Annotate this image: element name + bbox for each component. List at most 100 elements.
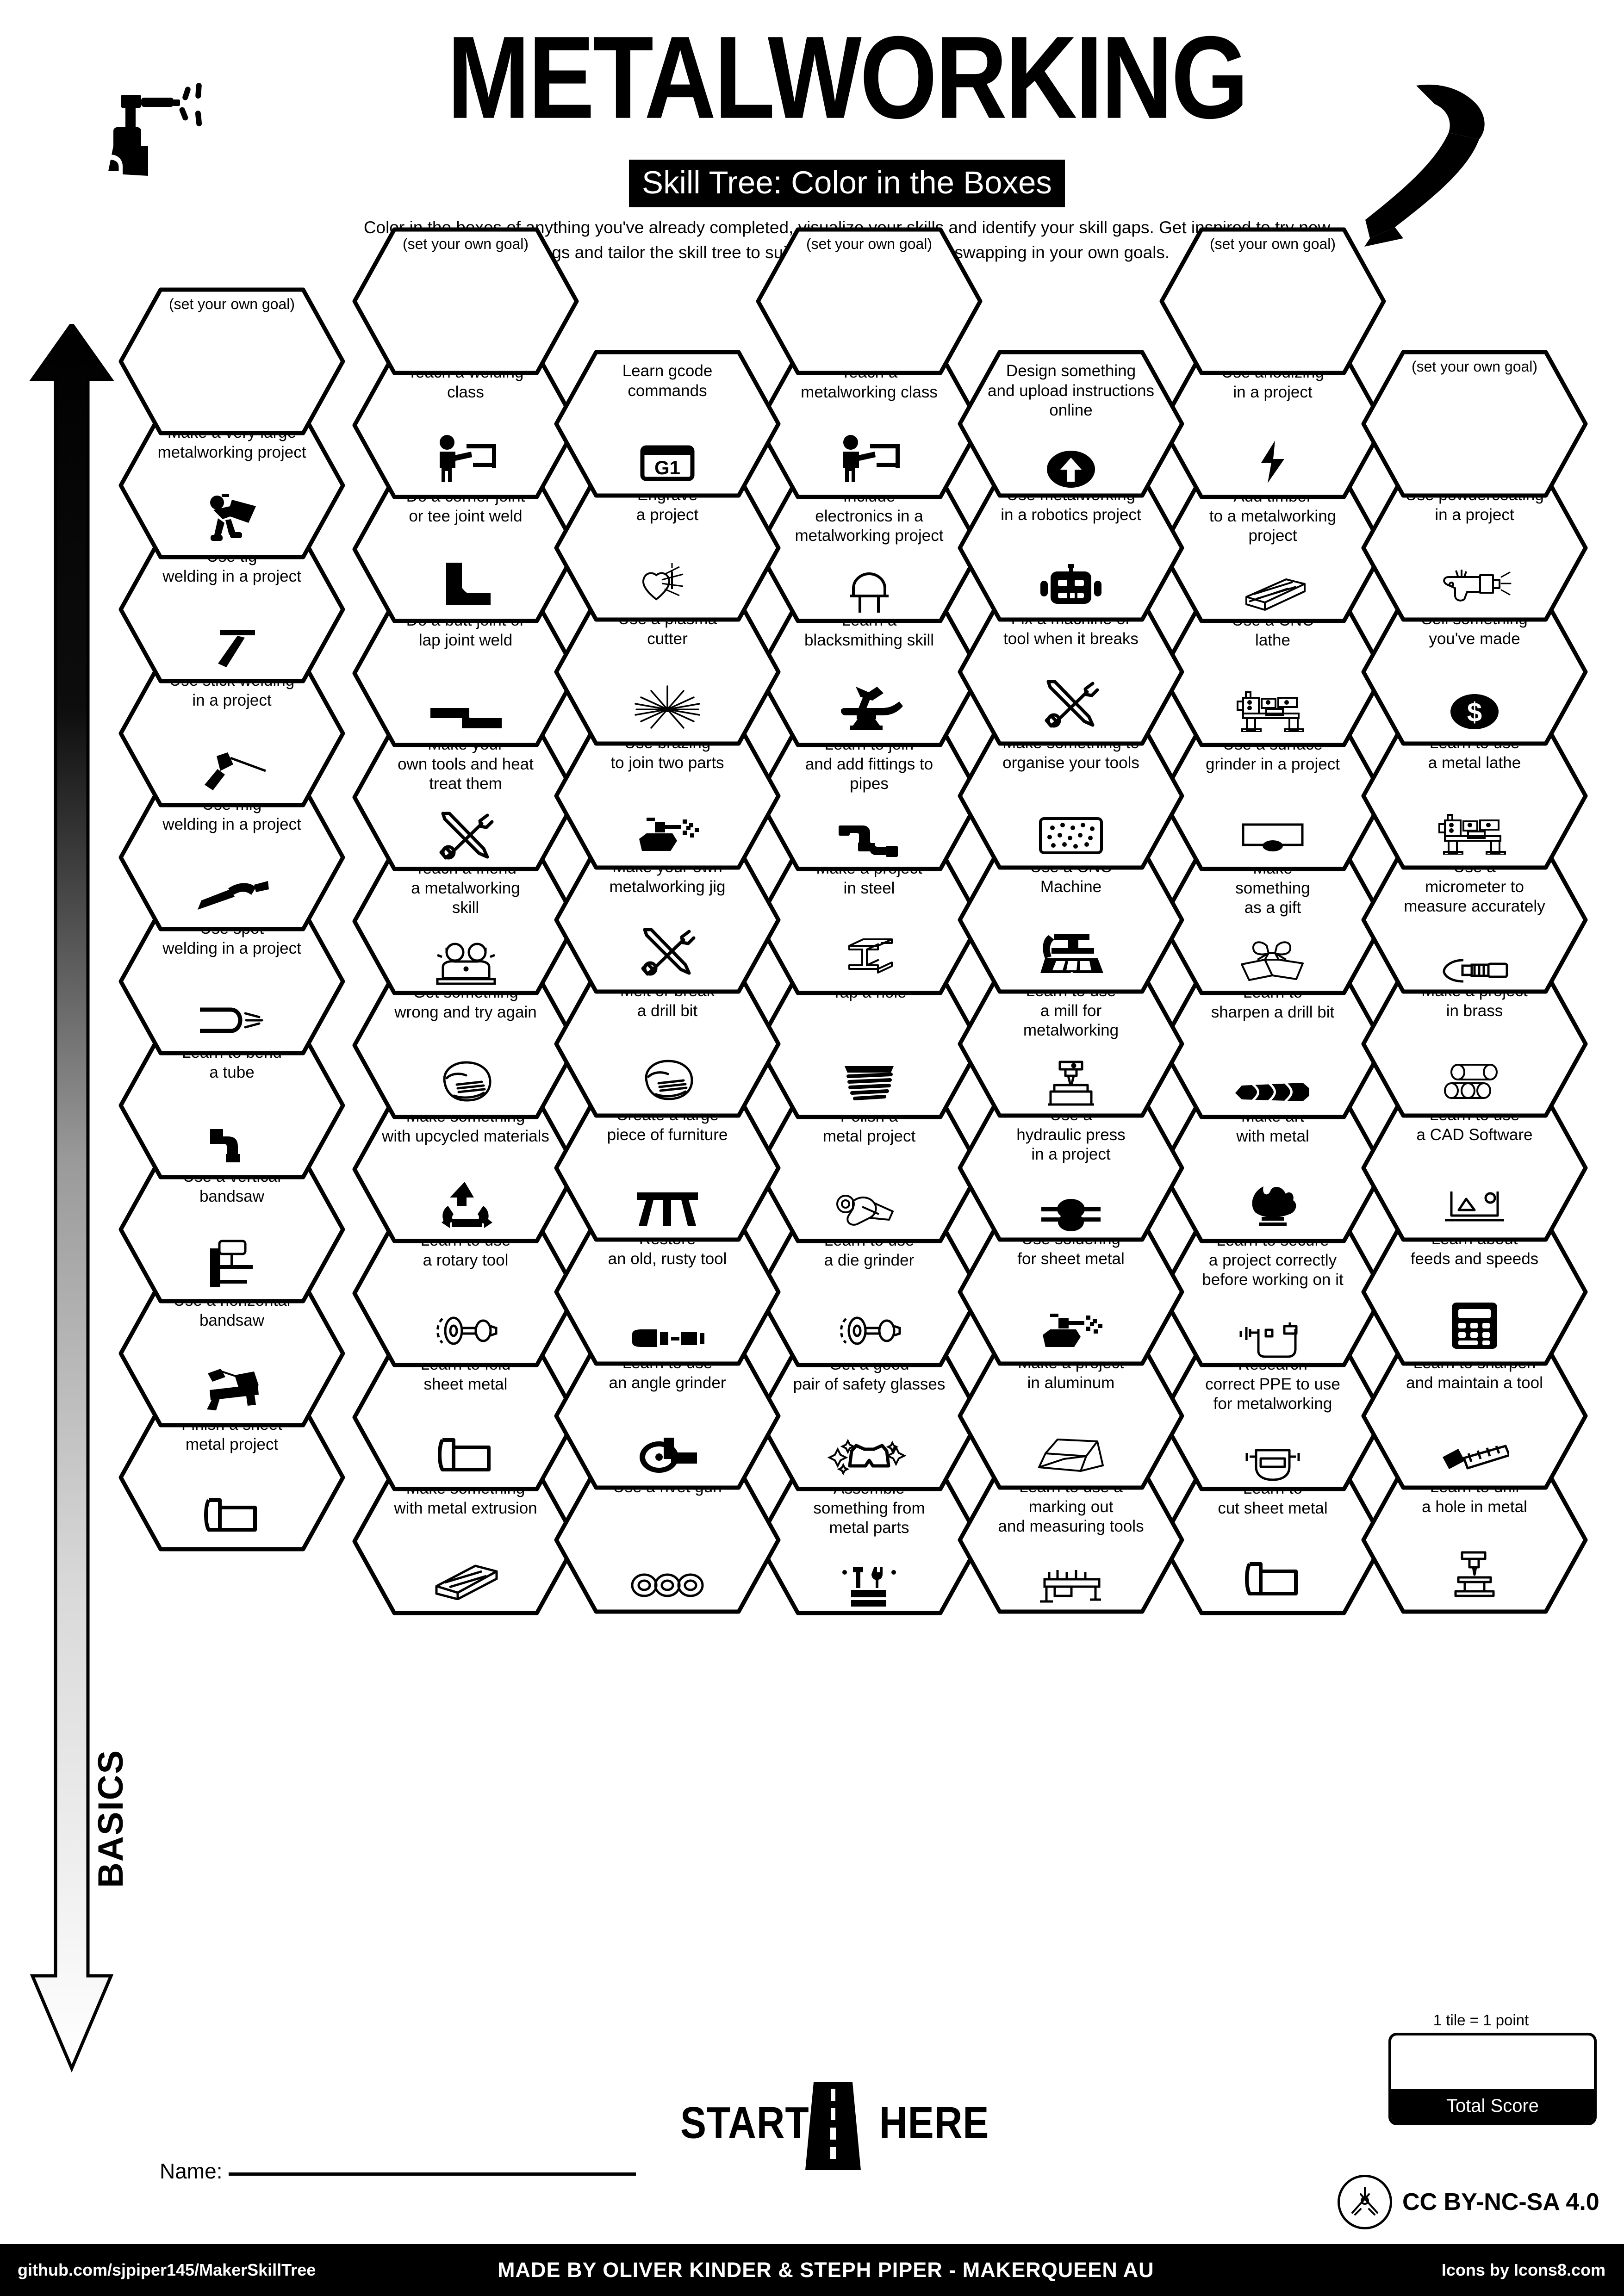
skill-tile[interactable]: Learn about feeds and speeds bbox=[1361, 1217, 1588, 1366]
spot-welder-icon bbox=[118, 985, 346, 1040]
skill-tile[interactable]: Use stick welding in a project bbox=[118, 659, 346, 808]
angle-grinder-icon bbox=[554, 1419, 781, 1475]
skill-tile-label: (set your own goal) bbox=[1411, 358, 1538, 375]
start-here-marker: START HERE bbox=[680, 2082, 1004, 2170]
skill-tile[interactable]: Learn to sharpen a drill bit bbox=[1159, 971, 1387, 1120]
bent-tube-icon bbox=[118, 1109, 346, 1164]
total-score-label: Total Score bbox=[1391, 2089, 1594, 2122]
led-icon bbox=[755, 559, 983, 614]
sheet-fold-icon bbox=[1159, 1545, 1387, 1600]
calipers-icon bbox=[957, 1550, 1185, 1605]
name-input-rule[interactable] bbox=[229, 2172, 636, 2176]
plasma-spark-icon bbox=[554, 675, 781, 731]
skill-tile-label: Design something and upload instructions… bbox=[988, 362, 1154, 420]
skill-tile[interactable]: Use a hydraulic press in a project bbox=[957, 1093, 1185, 1242]
upload-icon bbox=[957, 434, 1185, 489]
pegboard-icon bbox=[957, 799, 1185, 855]
hexagon-outline bbox=[1361, 349, 1588, 498]
two-people-icon bbox=[352, 931, 579, 987]
skill-tile[interactable]: Use a rivet gun bbox=[554, 1465, 781, 1614]
timber-icon bbox=[1159, 559, 1387, 614]
dollar-icon: $ bbox=[1361, 675, 1588, 731]
skill-tile-goal-placeholder[interactable]: (set your own goal) bbox=[118, 287, 346, 436]
polish-icon bbox=[755, 1173, 983, 1228]
svg-text:$: $ bbox=[1467, 697, 1482, 727]
tools-cross-icon bbox=[957, 675, 1185, 731]
subtitle-container: Skill Tree: Color in the Boxes bbox=[407, 160, 1287, 207]
footer-credits: MADE BY OLIVER KINDER & STEPH PIPER - MA… bbox=[498, 2258, 1154, 2282]
skill-tile[interactable]: Learn gcode commands G1 bbox=[554, 349, 781, 498]
micrometer-icon bbox=[1361, 930, 1588, 985]
maker-logo-icon bbox=[1338, 2175, 1392, 2229]
license-badge: CC BY-NC-SA 4.0 bbox=[1338, 2175, 1599, 2229]
footer-icons-credit[interactable]: Icons by Icons8.com bbox=[1441, 2260, 1605, 2279]
rotary-tool-icon bbox=[755, 1297, 983, 1352]
skill-tile-goal-placeholder[interactable]: (set your own goal) bbox=[755, 227, 983, 376]
tools-cross-icon bbox=[352, 807, 579, 863]
facepalm-icon bbox=[554, 1047, 781, 1103]
tools-cross-icon bbox=[554, 923, 781, 979]
skill-tile[interactable]: Make a project in brass bbox=[1361, 969, 1588, 1118]
name-label: Name: bbox=[160, 2159, 223, 2183]
tig-torch-icon bbox=[118, 613, 346, 668]
total-score-card[interactable]: Total Score bbox=[1388, 2033, 1597, 2125]
gift-icon bbox=[1159, 931, 1387, 987]
teacher-icon bbox=[352, 428, 579, 484]
thread-tap-icon bbox=[755, 1049, 983, 1104]
cnc-machine-icon bbox=[957, 923, 1185, 979]
spray-gun-decor-icon bbox=[104, 76, 238, 185]
name-field[interactable]: Name: bbox=[160, 2159, 636, 2184]
skill-tile[interactable]: Make something with metal extrusion bbox=[352, 1467, 579, 1616]
pipe-fittings-icon bbox=[755, 807, 983, 863]
skill-tile[interactable]: Do a corner joint or tee joint weld bbox=[352, 475, 579, 624]
lap-joint-icon bbox=[352, 676, 579, 732]
skill-tile-goal-placeholder[interactable]: (set your own goal) bbox=[1159, 227, 1387, 376]
engrave-heart-icon bbox=[554, 551, 781, 607]
skill-tile[interactable]: Learn to use a rotary tool bbox=[352, 1219, 579, 1368]
hexagon-outline bbox=[554, 349, 781, 498]
page-title: METALWORKING bbox=[447, 11, 1249, 143]
here-label: HERE bbox=[879, 2097, 989, 2148]
mill-icon bbox=[957, 1054, 1185, 1109]
art-flame-icon bbox=[1159, 1173, 1387, 1228]
sharpen-icon bbox=[1361, 1419, 1588, 1475]
skill-tile-label: Make your own tools and heat treat them bbox=[398, 735, 534, 793]
skill-tile[interactable]: Learn to sharpen and maintain a tool bbox=[1361, 1341, 1588, 1490]
teacher-icon bbox=[755, 428, 983, 484]
footer-repo-link[interactable]: github.com/sjpiper145/MakerSkillTree bbox=[18, 2260, 316, 2279]
hexagon-outline bbox=[352, 227, 579, 376]
skill-tile[interactable]: Learn to secure a project correctly befo… bbox=[1159, 1219, 1387, 1368]
skill-tile[interactable]: Use a horizontal bandsaw bbox=[118, 1279, 346, 1428]
ibeam-icon bbox=[755, 925, 983, 980]
welding-torch-decor-icon bbox=[1296, 81, 1490, 249]
aluminium-icon bbox=[957, 1419, 1185, 1475]
start-label: START bbox=[680, 2097, 809, 2148]
welding-mask-icon bbox=[1159, 1427, 1387, 1483]
hexagon-outline bbox=[755, 227, 983, 376]
skill-tile-label: Learn gcode commands bbox=[622, 362, 713, 400]
skill-tile[interactable]: Assemble something from metal parts bbox=[755, 1467, 983, 1616]
assemble-parts-icon bbox=[755, 1551, 983, 1607]
skill-tile[interactable]: Make something with upcycled materials bbox=[352, 1095, 579, 1244]
skill-tile[interactable]: Polish a metal project bbox=[755, 1095, 983, 1244]
anvil-icon bbox=[755, 676, 983, 732]
skill-tile[interactable]: Create a large piece of furniture bbox=[554, 1093, 781, 1242]
vertical-bandsaw-icon bbox=[118, 1233, 346, 1288]
hexagon-outline bbox=[1159, 227, 1387, 376]
brazing-torch-icon bbox=[554, 799, 781, 855]
page-subtitle: Skill Tree: Color in the Boxes bbox=[629, 160, 1065, 207]
skill-tile[interactable]: Do a butt joint or lap joint weld bbox=[352, 599, 579, 748]
tile-point-note: 1 tile = 1 point bbox=[1433, 2011, 1529, 2029]
carry-person-icon bbox=[118, 489, 346, 544]
skill-tile[interactable]: Sell something you've made $ bbox=[1361, 597, 1588, 746]
skill-tile[interactable]: Use metalworking in a robotics project bbox=[957, 473, 1185, 622]
skill-tile-label: (set your own goal) bbox=[806, 236, 933, 252]
skill-tile-goal-placeholder[interactable]: (set your own goal) bbox=[352, 227, 579, 376]
safety-glasses-icon bbox=[755, 1421, 983, 1476]
skill-tile-label: (set your own goal) bbox=[168, 296, 295, 312]
skill-tile-goal-placeholder[interactable]: (set your own goal) bbox=[1361, 349, 1588, 498]
cad-icon bbox=[1361, 1171, 1588, 1227]
skill-tile[interactable]: Design something and upload instructions… bbox=[957, 349, 1185, 498]
difficulty-axis-arrow bbox=[28, 324, 134, 2073]
